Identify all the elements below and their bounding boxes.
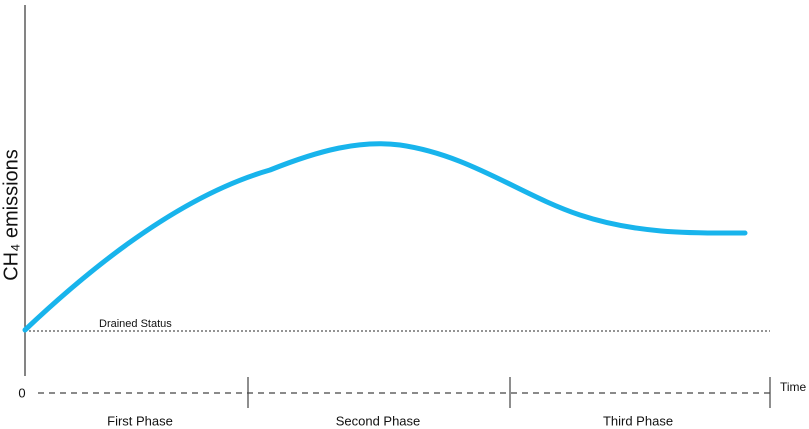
y-axis-label: CH₄ emissions — [0, 149, 22, 281]
origin-label: 0 — [18, 385, 25, 400]
phase-label: Third Phase — [603, 413, 673, 428]
x-axis-label: Time — [780, 380, 807, 394]
emission-curve — [22, 141, 748, 333]
phase-label: Second Phase — [336, 413, 421, 428]
phase-label: First Phase — [107, 413, 173, 428]
reference-label: Drained Status — [99, 318, 172, 330]
